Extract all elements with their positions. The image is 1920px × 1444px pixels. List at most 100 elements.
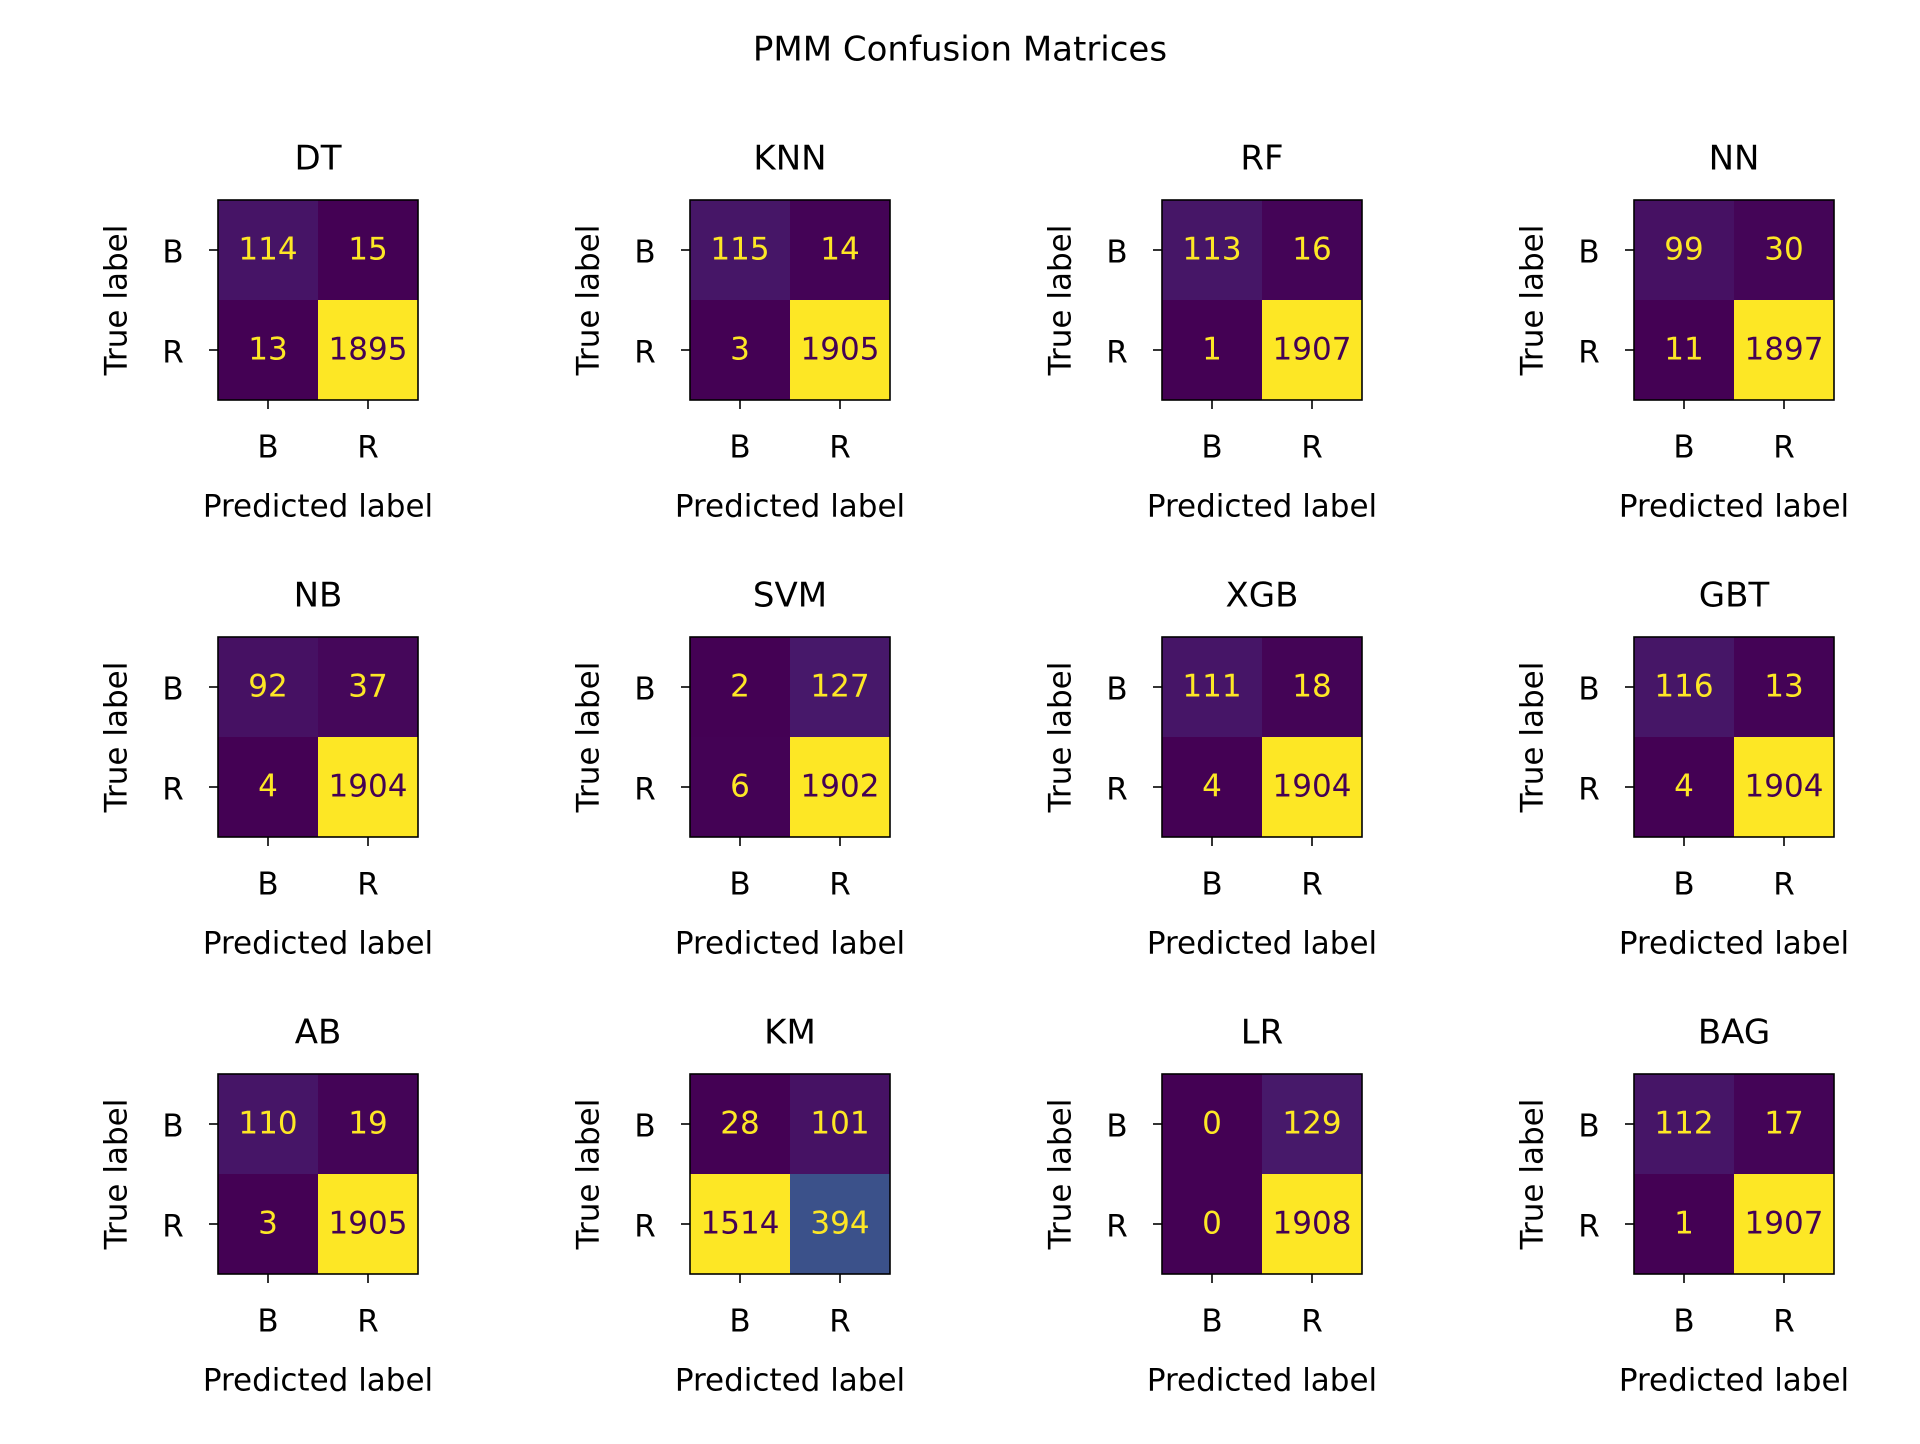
x-tick-label: R xyxy=(829,867,851,903)
y-tick-label: B xyxy=(1578,672,1599,708)
cell-value-label: 4 xyxy=(1202,769,1222,805)
cell-value-label: 16 xyxy=(1292,232,1331,268)
x-tick-label: R xyxy=(829,430,851,466)
x-tick-label: R xyxy=(829,1304,851,1340)
subplot-title: KM xyxy=(764,1013,816,1053)
matrix-cell xyxy=(690,1074,790,1174)
cell-value-label: 113 xyxy=(1182,232,1241,268)
y-tick-label: R xyxy=(1106,1209,1128,1245)
confusion-matrix-xgb: XGB 111 18 4 1904 B R B R Predicted label True lab… xyxy=(1043,576,1378,962)
cell-value-label: 1904 xyxy=(1745,769,1824,805)
x-tick-label: B xyxy=(1201,430,1222,466)
y-tick-label: B xyxy=(162,235,183,271)
y-tick-label: R xyxy=(1578,1209,1600,1245)
matrix-frame xyxy=(1633,636,1835,838)
cell-value-label: 4 xyxy=(1674,769,1694,805)
y-tick-label: B xyxy=(1578,235,1599,271)
cell-value-label: 1907 xyxy=(1273,332,1352,368)
matrix-cell xyxy=(1634,300,1734,400)
cell-value-label: 1904 xyxy=(1273,769,1352,805)
matrix-cell xyxy=(1162,637,1262,737)
matrix-cell xyxy=(1734,637,1834,737)
x-tick-label: R xyxy=(1773,430,1795,466)
matrix-cell xyxy=(1634,1174,1734,1274)
y-tick-label: R xyxy=(1578,335,1600,371)
cell-value-label: 1514 xyxy=(701,1206,780,1242)
matrix-cell xyxy=(218,1174,318,1274)
confusion-matrix-dt: DT 114 15 13 1895 B R B R Predicted label True lab… xyxy=(99,139,434,525)
matrix-cell xyxy=(218,737,318,837)
x-axis-label: Predicted label xyxy=(1147,1363,1377,1399)
matrix-cell xyxy=(318,1174,418,1274)
matrix-cell xyxy=(790,1074,890,1174)
cell-value-label: 114 xyxy=(238,232,297,268)
matrix-cell xyxy=(218,637,318,737)
matrix-cell xyxy=(1162,300,1262,400)
matrix-cell xyxy=(1734,737,1834,837)
x-tick-label: B xyxy=(257,867,278,903)
y-axis-label: True label xyxy=(1515,1099,1551,1251)
matrix-cell xyxy=(1262,300,1362,400)
cell-value-label: 13 xyxy=(1764,669,1803,705)
confusion-matrix-nn: NN 99 30 11 1897 B R B R Predicted label True labe… xyxy=(1515,139,1850,525)
matrix-cell xyxy=(318,737,418,837)
matrix-frame xyxy=(1633,199,1835,401)
y-tick-label: R xyxy=(162,772,184,808)
cell-value-label: 2 xyxy=(730,669,750,705)
cell-value-label: 11 xyxy=(1664,332,1703,368)
matrix-cell xyxy=(1262,1074,1362,1174)
x-tick-label: R xyxy=(1301,867,1323,903)
confusion-matrix-lr: LR 0 129 0 1908 B R B R Predicted label True label xyxy=(1043,1013,1378,1399)
x-tick-label: B xyxy=(729,867,750,903)
x-axis-label: Predicted label xyxy=(1619,489,1849,525)
cell-value-label: 111 xyxy=(1182,669,1241,705)
y-tick-label: R xyxy=(1106,335,1128,371)
x-tick-label: B xyxy=(1673,1304,1694,1340)
x-tick-label: R xyxy=(1301,1304,1323,1340)
y-axis-label: True label xyxy=(1515,225,1551,377)
subplot-title: NN xyxy=(1709,139,1760,179)
x-axis-label: Predicted label xyxy=(203,926,433,962)
cell-value-label: 3 xyxy=(258,1206,278,1242)
cell-value-label: 394 xyxy=(810,1206,869,1242)
matrix-cell xyxy=(1262,200,1362,300)
confusion-matrix-bag: BAG 112 17 1 1907 B R B R Predicted label True lab… xyxy=(1515,1013,1850,1399)
cell-value-label: 18 xyxy=(1292,669,1331,705)
x-tick-label: R xyxy=(1773,1304,1795,1340)
cell-value-label: 1905 xyxy=(329,1206,408,1242)
y-tick-label: R xyxy=(634,335,656,371)
matrix-cell xyxy=(690,200,790,300)
matrix-cell xyxy=(1734,200,1834,300)
y-axis-label: True label xyxy=(99,1099,135,1251)
matrix-cell xyxy=(1262,737,1362,837)
y-axis-label: True label xyxy=(99,662,135,814)
subplot-title: AB xyxy=(295,1013,342,1053)
matrix-cell xyxy=(790,200,890,300)
matrix-cell xyxy=(1162,1074,1262,1174)
x-tick-label: B xyxy=(257,1304,278,1340)
cell-value-label: 19 xyxy=(348,1106,387,1142)
x-axis-label: Predicted label xyxy=(675,926,905,962)
matrix-cell xyxy=(1634,1074,1734,1174)
cell-value-label: 1902 xyxy=(801,769,880,805)
x-tick-label: B xyxy=(729,1304,750,1340)
cell-value-label: 1895 xyxy=(329,332,408,368)
y-tick-label: B xyxy=(634,1109,655,1145)
subplot-title: XGB xyxy=(1226,576,1299,616)
y-axis-label: True label xyxy=(99,225,135,377)
x-axis-label: Predicted label xyxy=(675,489,905,525)
cell-value-label: 30 xyxy=(1764,232,1803,268)
x-tick-label: B xyxy=(1673,430,1694,466)
matrix-cell xyxy=(790,1174,890,1274)
subplot-title: NB xyxy=(294,576,343,616)
x-tick-label: R xyxy=(1773,867,1795,903)
x-tick-label: B xyxy=(1673,867,1694,903)
matrix-cell xyxy=(790,637,890,737)
cell-value-label: 28 xyxy=(720,1106,759,1142)
cell-value-label: 17 xyxy=(1764,1106,1803,1142)
x-axis-label: Predicted label xyxy=(1147,489,1377,525)
matrix-cell xyxy=(218,200,318,300)
confusion-matrix-km: KM 28 101 1514 394 B R B R Predicted label True la… xyxy=(571,1013,906,1399)
x-tick-label: B xyxy=(729,430,750,466)
x-tick-label: R xyxy=(357,430,379,466)
